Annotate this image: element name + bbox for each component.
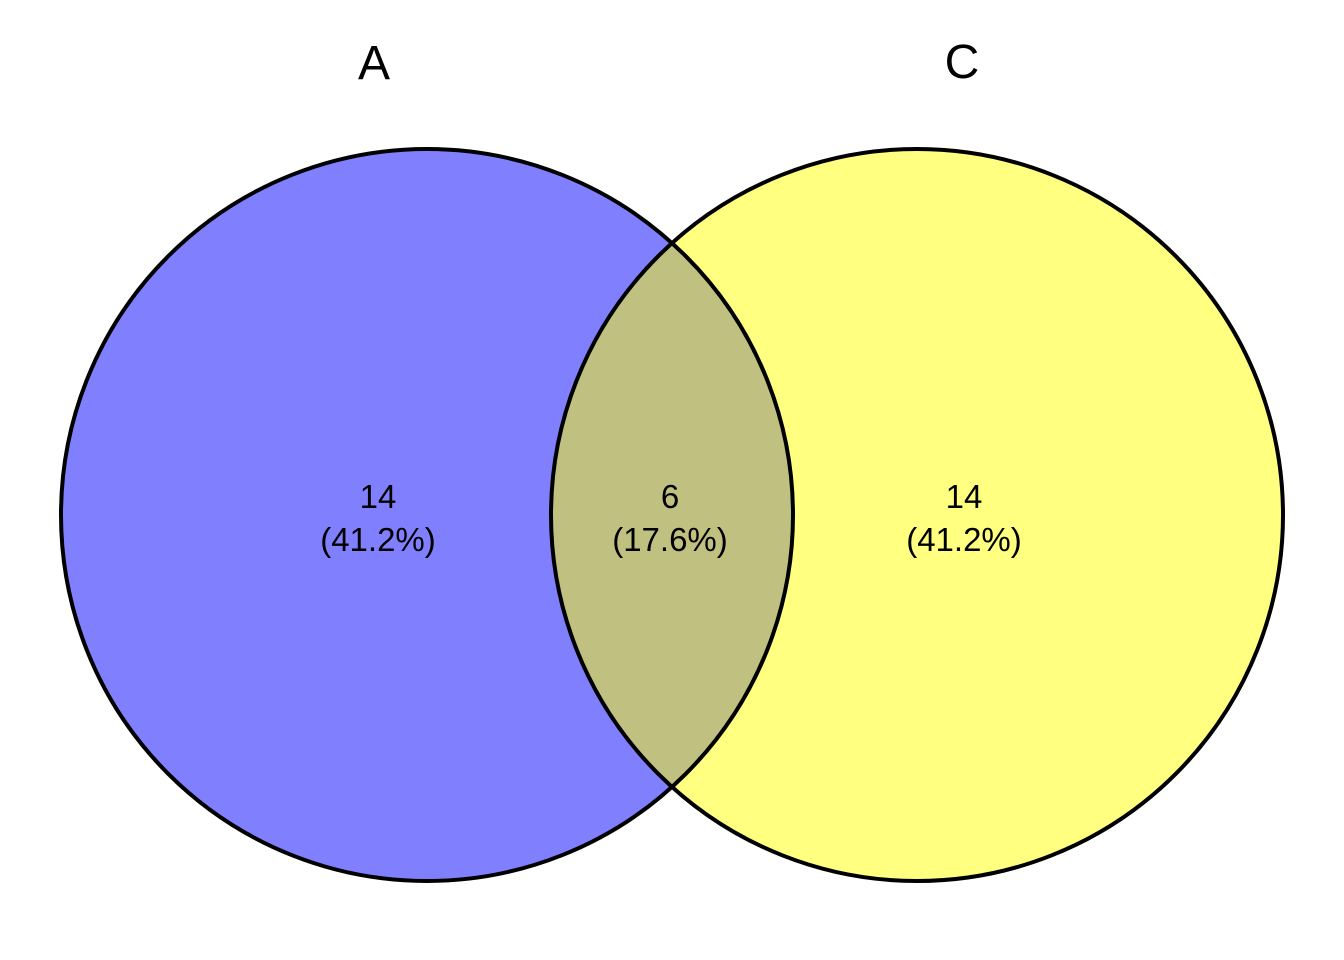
set-c-count-label: 14 <box>946 478 983 515</box>
intersection-count-label: 6 <box>661 478 679 515</box>
set-a-count-label: 14 <box>360 478 397 515</box>
set-c-outline <box>549 147 1285 883</box>
set-c-title: C <box>945 36 980 89</box>
set-a-outline <box>59 147 795 883</box>
intersection-percent-label: (17.6%) <box>612 521 728 558</box>
set-a-percent-label: (41.2%) <box>320 521 436 558</box>
set-c-percent-label: (41.2%) <box>906 521 1022 558</box>
set-a-title: A <box>358 37 390 90</box>
intersection-region <box>551 149 793 881</box>
